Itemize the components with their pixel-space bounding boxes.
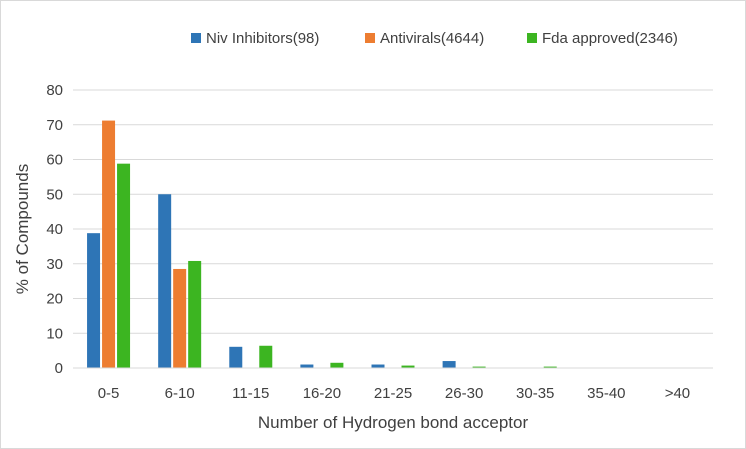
bar xyxy=(229,346,243,368)
x-tick-label: 11-15 xyxy=(232,385,269,402)
y-tick-label: 30 xyxy=(46,256,63,273)
bar xyxy=(117,163,131,368)
bar xyxy=(442,361,456,368)
y-tick-label: 20 xyxy=(46,291,63,308)
legend-swatch xyxy=(365,33,375,43)
y-tick-label: 0 xyxy=(55,360,63,377)
y-tick-label: 10 xyxy=(46,325,63,342)
bar xyxy=(173,268,187,368)
bar xyxy=(87,233,101,368)
bar xyxy=(102,120,116,368)
bar xyxy=(188,260,202,368)
bars xyxy=(87,120,557,368)
legend-label: Fda approved(2346) xyxy=(542,30,678,47)
y-tick-label: 70 xyxy=(46,117,63,134)
x-axis-title: Number of Hydrogen bond acceptor xyxy=(258,413,529,432)
legend-label: Niv Inhibitors(98) xyxy=(206,30,319,47)
legend-swatch xyxy=(527,33,537,43)
legend-swatch xyxy=(191,33,201,43)
bar xyxy=(158,194,172,368)
legend-label: Antivirals(4644) xyxy=(380,30,484,47)
bar xyxy=(401,365,415,368)
x-tick-label: 30-35 xyxy=(516,385,554,402)
y-tick-label: 60 xyxy=(46,152,63,169)
y-tick-label: 50 xyxy=(46,186,63,203)
bar xyxy=(371,364,385,368)
bar xyxy=(300,364,314,368)
bar xyxy=(330,362,344,368)
x-axis-ticks: 0-5 6-10 11-15 16-20 21-25 26-30 30-35 35-40 >40 xyxy=(98,385,690,402)
bar xyxy=(543,366,557,368)
y-axis-ticks: 0 10 20 30 40 50 60 70 80 xyxy=(46,82,63,377)
x-tick-label: >40 xyxy=(665,385,690,402)
x-tick-label: 6-10 xyxy=(165,385,195,402)
x-tick-label: 35-40 xyxy=(587,385,625,402)
x-tick-label: 26-30 xyxy=(445,385,483,402)
y-axis-title: % of Compounds xyxy=(13,164,32,294)
y-tick-label: 80 xyxy=(46,82,63,99)
x-tick-label: 16-20 xyxy=(303,385,341,402)
y-tick-label: 40 xyxy=(46,221,63,238)
legend: Niv Inhibitors(98) Antivirals(4644) Fda ap… xyxy=(191,30,678,47)
bar xyxy=(472,366,486,368)
x-tick-label: 0-5 xyxy=(98,385,120,402)
x-tick-label: 21-25 xyxy=(374,385,412,402)
bar xyxy=(259,345,273,368)
